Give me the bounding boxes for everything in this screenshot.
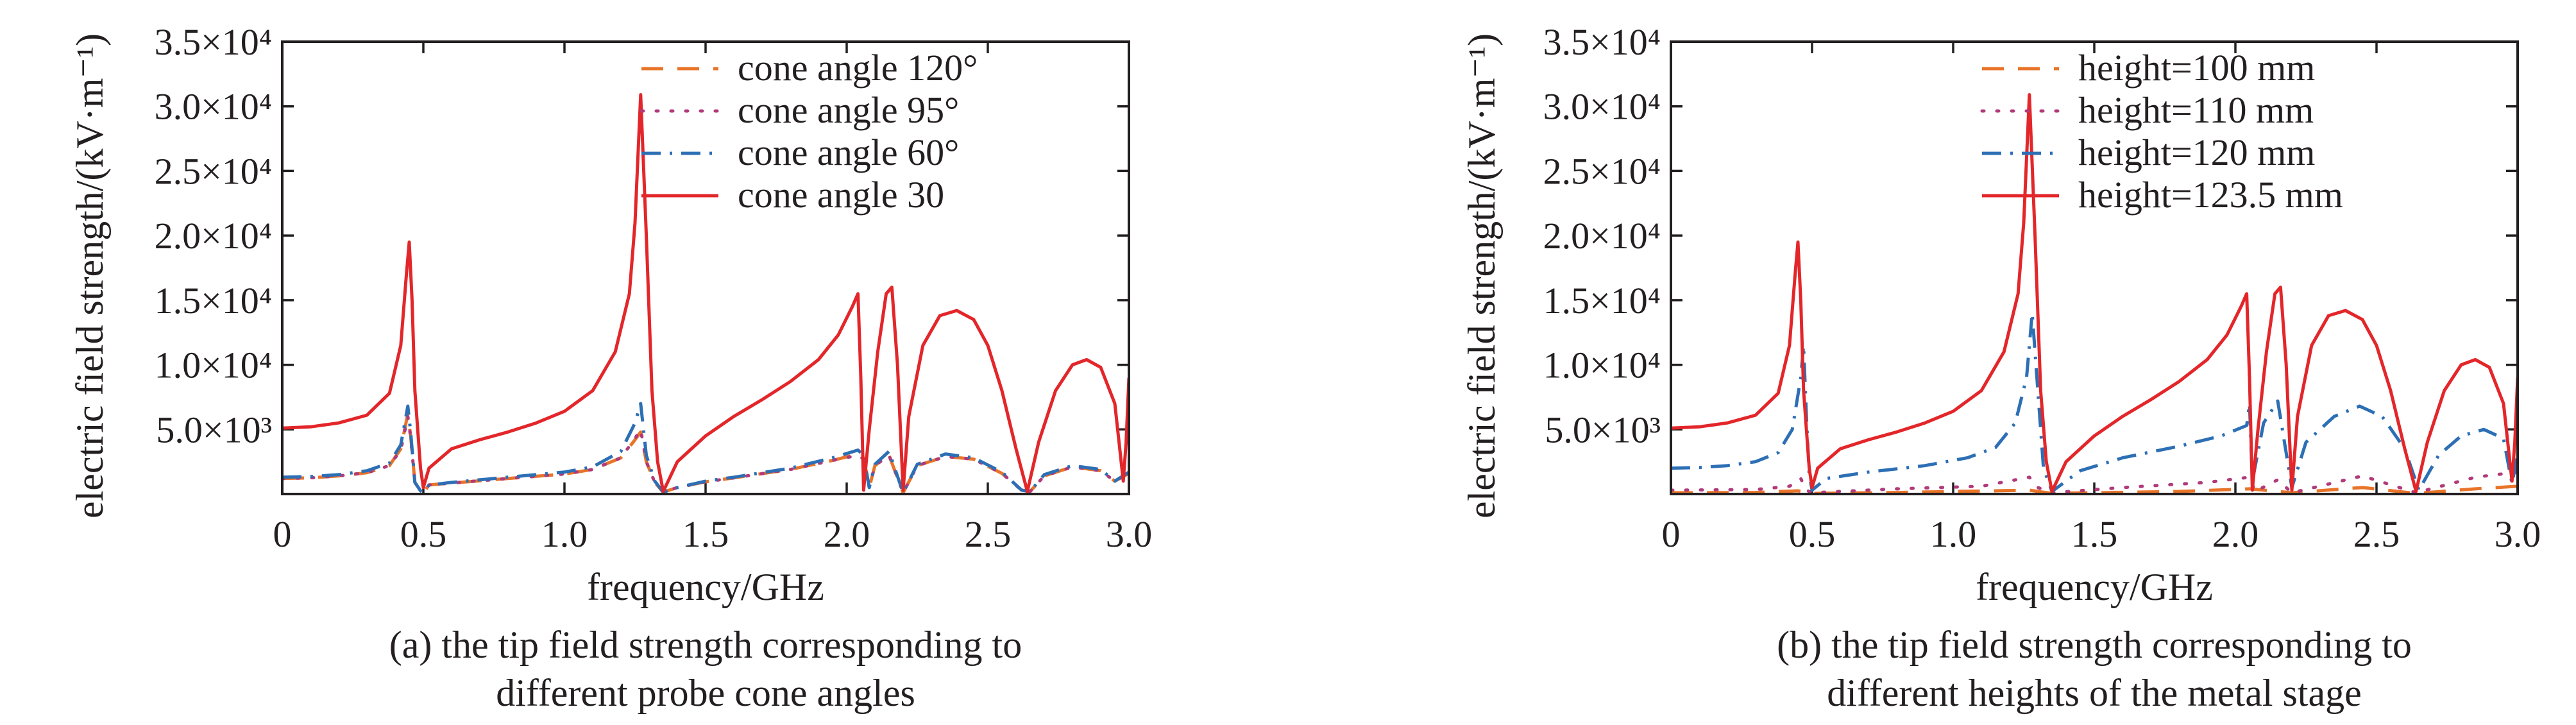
x-tick-labels: 0 0.5 1.0 1.5 2.0 2.5 3.0 xyxy=(1662,513,2541,555)
caption-line-2: different heights of the metal stage xyxy=(1827,672,2362,714)
y-axis-label: electric field strength/(kV·m⁻¹) xyxy=(69,33,111,518)
caption-line-2: different probe cone angles xyxy=(496,672,915,714)
y-tick-label: 5.0×10³ xyxy=(1545,409,1661,450)
y-tick-label: 2.5×10⁴ xyxy=(155,150,272,192)
x-tick-label: 1.0 xyxy=(1930,513,1977,555)
legend-label: height=123.5 mm xyxy=(2078,174,2343,216)
x-tick-labels: 0 0.5 1.0 1.5 2.0 2.5 3.0 xyxy=(273,513,1153,555)
series-line xyxy=(282,402,1129,494)
y-tick-labels: 5.0×10³ 1.0×10⁴ 1.5×10⁴ 2.0×10⁴ 2.5×10⁴ 3.0×1… xyxy=(155,21,272,450)
series-lines xyxy=(282,93,1129,494)
legend: cone angle 120°cone angle 95°cone angle … xyxy=(640,47,978,216)
x-tick-label: 3.0 xyxy=(2495,513,2541,555)
x-tick-label: 0 xyxy=(1662,513,1681,555)
plot-frame xyxy=(281,40,1130,495)
legend-label: cone angle 120° xyxy=(738,47,978,89)
caption-line-1: (b) the tip field strength corresponding… xyxy=(1777,624,2412,666)
y-tick-label: 1.5×10⁴ xyxy=(1543,280,1661,321)
legend-label: height=120 mm xyxy=(2078,132,2315,173)
legend-label: height=100 mm xyxy=(2078,47,2315,89)
y-tick-label: 3.0×10⁴ xyxy=(1543,86,1661,128)
x-tick-label: 1.5 xyxy=(682,513,729,555)
x-tick-label: 0.5 xyxy=(1789,513,1836,555)
y-tick-label: 1.5×10⁴ xyxy=(155,280,272,321)
chart-panel-a: electric field strength/(kV·m⁻¹) 5.0×10³… xyxy=(69,21,1152,714)
x-tick-label: 2.0 xyxy=(824,513,870,555)
y-tick-label: 3.0×10⁴ xyxy=(155,86,272,128)
legend-label: cone angle 60° xyxy=(738,132,959,173)
y-tick-label: 2.5×10⁴ xyxy=(1543,150,1661,192)
legend-label: cone angle 95° xyxy=(738,89,959,131)
plot-frame xyxy=(1670,40,2519,495)
series-line xyxy=(1671,484,2518,494)
x-tick-label: 1.0 xyxy=(541,513,588,555)
y-tick-label: 3.5×10⁴ xyxy=(1543,21,1661,63)
legend-label: height=110 mm xyxy=(2078,89,2314,131)
x-tick-label: 0.5 xyxy=(400,513,447,555)
x-tick-label: 0 xyxy=(273,513,292,555)
series-line xyxy=(1671,93,2518,493)
legend-label: cone angle 30 xyxy=(738,174,944,216)
x-tick-label: 2.0 xyxy=(2212,513,2259,555)
y-tick-label: 2.0×10⁴ xyxy=(155,215,272,257)
y-tick-label: 1.0×10⁴ xyxy=(155,345,272,386)
y-tick-labels: 5.0×10³ 1.0×10⁴ 1.5×10⁴ 2.0×10⁴ 2.5×10⁴ 3.0×1… xyxy=(1543,21,1661,450)
y-axis-label: electric field strength/(kV·m⁻¹) xyxy=(1461,33,1503,518)
x-tick-label: 3.0 xyxy=(1106,513,1153,555)
x-tick-label: 2.5 xyxy=(965,513,1012,555)
x-axis-label: frequency/GHz xyxy=(1976,566,2213,608)
x-tick-label: 2.5 xyxy=(2353,513,2400,555)
caption-line-1: (a) the tip field strength corresponding… xyxy=(389,624,1022,666)
chart-panel-b: electric field strength/(kV·m⁻¹) 5.0×10³… xyxy=(1461,21,2541,714)
series-line xyxy=(1671,311,2518,493)
x-axis-label: frequency/GHz xyxy=(587,566,824,608)
x-tick-label: 1.5 xyxy=(2071,513,2118,555)
y-tick-label: 3.5×10⁴ xyxy=(155,21,272,63)
y-tick-label: 5.0×10³ xyxy=(156,409,272,450)
y-tick-label: 1.0×10⁴ xyxy=(1543,345,1661,386)
y-tick-label: 2.0×10⁴ xyxy=(1543,215,1661,257)
series-line xyxy=(282,93,1129,493)
